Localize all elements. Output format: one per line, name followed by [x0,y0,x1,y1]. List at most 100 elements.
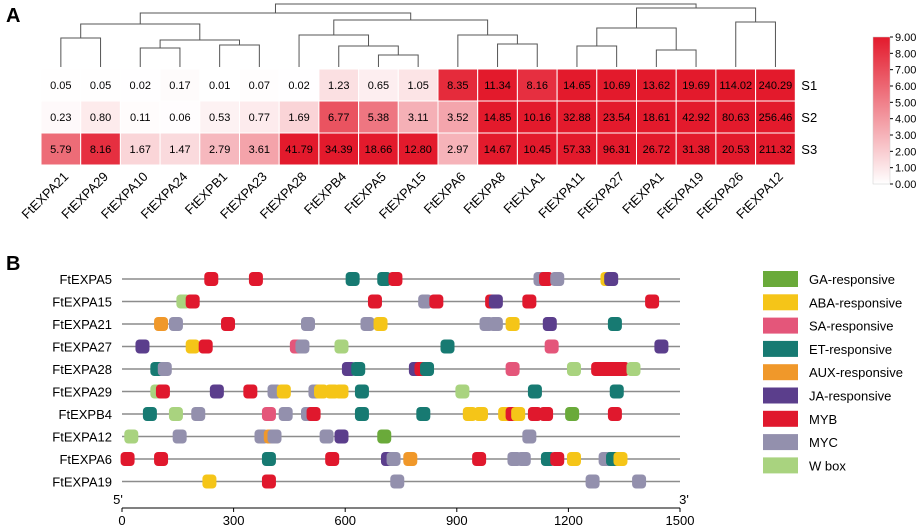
heatmap-cell-value: 10.69 [603,80,631,92]
x-axis-tick-label: 300 [223,513,245,527]
heatmap-cell [596,132,637,166]
dendrogram-branch [274,3,697,13]
gene-label: FtEXPA12 [52,430,112,445]
gene-label: FtEXPA29 [52,385,112,400]
heatmap-cell-value: 0.05 [50,80,71,92]
x-axis: 0 300 600 900 1200 1500 5' 3' [113,492,694,527]
heatmap-cell [80,68,121,102]
cis-element-et [142,407,157,421]
legend-swatch [763,434,798,451]
legend-label: ET-responsive [809,342,892,357]
cis-element-myc [522,429,537,444]
cis-element-et [609,384,624,399]
heatmap-cell [437,68,479,102]
cis-element-myb [198,339,213,354]
dendrogram-branch [636,7,757,28]
legend-swatch [763,387,798,404]
color-scale: 9.00 8.00 7.00 6.00 5.00 4.00 3.00 2.00 1.00 0.00 [872,32,916,191]
cis-element-myc [585,474,600,489]
cis-element-myb [615,362,630,376]
cis-element-ja [209,384,224,399]
cis-element-wbox [566,362,581,376]
cis-element-myc [295,339,310,354]
cis-element-myc [319,429,334,444]
heatmap-cell [397,68,439,102]
legend-swatch [763,340,798,357]
heatmap-cell-value: 5.38 [368,112,389,124]
cis-element-et [527,384,542,399]
color-scale-label: 2.00 [895,146,916,158]
heatmap-row-label: S2 [801,110,817,125]
cis-element-myb [248,272,263,286]
heatmap-cell [675,100,717,134]
dendrogram-branch [655,49,697,67]
x-axis-tick-label: 900 [446,513,468,527]
cis-element-aba [334,384,349,399]
gene-label: FtEXPA19 [52,475,112,490]
cis-element-aux [154,317,169,331]
color-scale-label: 0.00 [895,179,916,191]
heatmap-cell-value: 3.61 [249,144,270,156]
heatmap-cell [516,100,558,134]
cis-element-myb [120,452,135,466]
heatmap-column-label: FtEXPA8 [460,169,508,217]
cis-element-myc [278,407,293,421]
heatmap-cell [596,100,637,134]
heatmap-cell [199,100,241,134]
heatmap-cell [755,100,796,134]
cis-element-sa [261,407,276,421]
five-prime-label: 5' [113,492,123,507]
heatmap-cell-value: 114.02 [719,80,752,92]
heatmap-cell [556,100,598,134]
heatmap-cell-value: 1.47 [169,144,190,156]
cis-element-myc [516,452,531,466]
dendrogram-branch [576,45,618,67]
cis-element-aux [403,452,418,466]
cis-element-myb [539,272,554,286]
heatmap-cell-value: 0.06 [169,112,190,124]
heatmap-cell-value: 0.77 [249,112,270,124]
gene-label: FtEXPA6 [59,452,112,467]
color-scale-bar [872,36,891,185]
heatmap-column-labels: FtEXPA21FtEXPA29FtEXPA10FtEXPA24FtEXPB1F… [19,169,786,222]
heatmap-cell-value: 41.79 [285,144,313,156]
cis-element-et [261,452,276,466]
heatmap-cell-value: 42.92 [682,112,710,124]
heatmap-cell-value: 211.32 [759,144,792,156]
color-scale-label: 9.00 [895,32,916,44]
heatmap-cell-value: 57.33 [563,144,591,156]
heatmap-cell [556,132,598,166]
legend-label: ABA-responsive [809,295,902,310]
heatmap-cell-value: 1.69 [288,112,309,124]
cis-element-myb [204,272,219,286]
x-axis-tick-label: 1200 [554,513,583,527]
cis-element-wbox [455,384,470,399]
cis-element-myb [261,474,276,489]
heatmap-cell-value: 0.80 [90,112,111,124]
heatmap-cell [358,132,399,166]
cis-element-wbox [334,339,349,354]
heatmap: 0.05 0.05 0.02 0.17 0.01 0.07 0.02 1.23 0.65 1.05… [40,68,796,166]
cis-element-myb [154,452,169,466]
heatmap-cell-value: 0.02 [288,80,309,92]
cis-element-myb [522,294,537,309]
dendrogram-branch [298,34,370,67]
heatmap-cell-value: 0.05 [90,80,111,92]
heatmap-cell-value: 0.65 [368,80,389,92]
dendrogram-branch [596,27,677,50]
heatmap-cell-value: 3.11 [408,112,429,124]
cis-element-myb [185,294,200,309]
heatmap-row-label: S1 [801,78,817,93]
dendrogram-branch [159,39,240,48]
dendrogram-branch [139,47,181,67]
legend-swatch [763,457,798,474]
promoter-lines [122,278,680,483]
dendrogram-branch [497,43,538,67]
cis-element-myc [488,317,503,331]
cis-element-myc [550,272,565,286]
heatmap-cell [318,100,360,134]
heatmap-cell-value: 10.16 [523,112,551,124]
heatmap-cell-value: 10.45 [523,144,551,156]
legend-swatch [763,317,798,334]
